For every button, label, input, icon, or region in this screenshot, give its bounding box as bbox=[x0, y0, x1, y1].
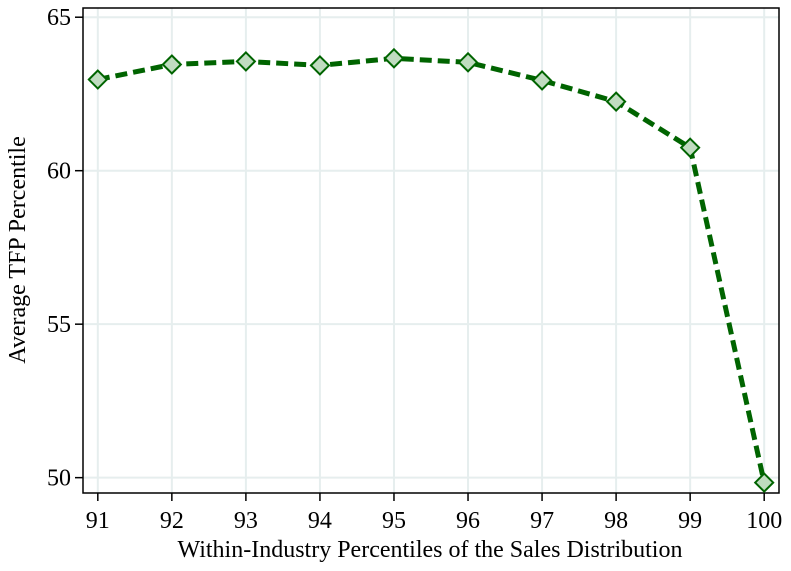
y-tick-label: 50 bbox=[47, 466, 71, 492]
marker bbox=[605, 91, 627, 113]
x-tick-label: 99 bbox=[678, 508, 702, 534]
x-tick-label: 95 bbox=[382, 508, 406, 534]
x-tick-label: 97 bbox=[530, 508, 554, 534]
x-tick-label: 100 bbox=[746, 508, 782, 534]
marker bbox=[161, 54, 183, 75]
marker bbox=[679, 137, 701, 159]
y-axis-label: Average TFP Percentile bbox=[5, 136, 31, 363]
marker bbox=[531, 70, 553, 91]
x-tick-label: 92 bbox=[160, 508, 184, 534]
marker bbox=[309, 54, 331, 76]
y-tick-label: 65 bbox=[47, 5, 71, 31]
marker bbox=[457, 51, 479, 73]
marker bbox=[383, 47, 405, 69]
x-tick-label: 94 bbox=[308, 508, 332, 534]
x-tick-label: 93 bbox=[234, 508, 258, 534]
line bbox=[97, 55, 767, 484]
x-tick-label: 91 bbox=[86, 508, 110, 534]
y-tick-label: 55 bbox=[47, 312, 71, 338]
plot-frame bbox=[82, 7, 780, 494]
x-tick-label: 98 bbox=[604, 508, 628, 534]
marker bbox=[753, 472, 775, 493]
y-tick-label: 60 bbox=[47, 159, 71, 185]
marker bbox=[235, 50, 257, 72]
x-tick-label: 96 bbox=[456, 508, 480, 534]
marker bbox=[87, 69, 109, 90]
x-axis-label: Within-Industry Percentiles of the Sales… bbox=[178, 537, 683, 563]
